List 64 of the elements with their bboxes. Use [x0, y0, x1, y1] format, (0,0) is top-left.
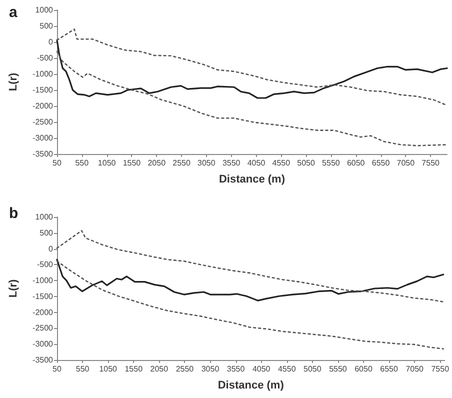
- y-tick-label: -2500: [32, 324, 54, 333]
- y-tick-label: -2000: [32, 102, 54, 110]
- y-tick-label: -500: [36, 260, 54, 270]
- y-tick-label: -2500: [32, 118, 54, 126]
- y-tick-label: -3000: [32, 340, 54, 349]
- x-tick-label: 50: [52, 364, 62, 374]
- x-tick-label: 6550: [372, 158, 390, 168]
- x-tick-label: 1050: [98, 158, 116, 168]
- x-tick-label: 4550: [272, 158, 291, 168]
- x-tick-label: 1050: [99, 364, 118, 374]
- y-tick-label: 500: [40, 228, 54, 238]
- x-tick-label: 2050: [148, 158, 166, 168]
- y-axis-title: L(r): [8, 279, 20, 298]
- chart-title: a: [9, 4, 18, 21]
- y-axis-title: L(r): [8, 72, 20, 92]
- x-tick-label: 7550: [431, 364, 450, 374]
- x-tick-label: 4050: [247, 158, 266, 168]
- x-tick-label: 1550: [122, 158, 142, 168]
- y-tick-label: -1500: [32, 86, 54, 94]
- x-tick-label: 1550: [124, 364, 144, 374]
- y-tick-label: -1500: [32, 292, 54, 301]
- x-tick-label: 2550: [176, 364, 194, 374]
- y-tick-label: -1000: [32, 276, 54, 286]
- line-series: [56, 258, 444, 302]
- x-tick-label: 3550: [222, 158, 241, 168]
- line-series: [56, 28, 446, 106]
- x-tick-label: 3550: [226, 364, 246, 374]
- line-series: [56, 230, 444, 302]
- x-tick-label: 3050: [201, 364, 220, 374]
- x-tick-label: 550: [76, 364, 90, 374]
- y-tick-label: -3500: [32, 356, 54, 364]
- x-tick-label: 50: [52, 158, 62, 168]
- x-axis-title: Distance (m): [218, 380, 284, 392]
- x-tick-label: 5550: [322, 158, 340, 168]
- y-tick-label: 1000: [35, 212, 54, 222]
- y-tick-label: -2000: [32, 308, 54, 317]
- y-tick-label: 1000: [35, 6, 54, 14]
- x-axis-title: Distance (m): [218, 174, 286, 186]
- y-tick-label: 0: [48, 38, 54, 46]
- line-series: [56, 260, 444, 350]
- chart-title: b: [9, 205, 18, 222]
- x-tick-label: 7550: [422, 158, 440, 168]
- x-tick-label: 2550: [172, 158, 191, 168]
- x-tick-label: 5050: [297, 158, 316, 168]
- y-tick-label: -3000: [32, 134, 54, 142]
- x-tick-label: 5550: [329, 364, 348, 374]
- line-series: [56, 50, 446, 146]
- y-tick-label: -3500: [32, 150, 54, 158]
- line-series: [56, 39, 448, 99]
- x-tick-label: 550: [75, 158, 90, 168]
- y-tick-label: -500: [36, 54, 54, 62]
- x-tick-label: 6550: [380, 364, 398, 374]
- x-tick-label: 4050: [252, 364, 271, 374]
- y-tick-label: -1000: [32, 70, 54, 78]
- x-tick-label: 5050: [304, 364, 322, 374]
- x-tick-label: 7050: [396, 158, 416, 168]
- x-tick-label: 6050: [346, 158, 366, 168]
- y-tick-label: 0: [48, 244, 54, 254]
- y-tick-label: 500: [40, 22, 54, 30]
- x-tick-label: 7050: [406, 364, 424, 374]
- x-tick-label: 3050: [198, 158, 216, 168]
- x-tick-label: 4550: [278, 364, 296, 374]
- x-tick-label: 2050: [150, 364, 169, 374]
- x-tick-label: 6050: [354, 364, 373, 374]
